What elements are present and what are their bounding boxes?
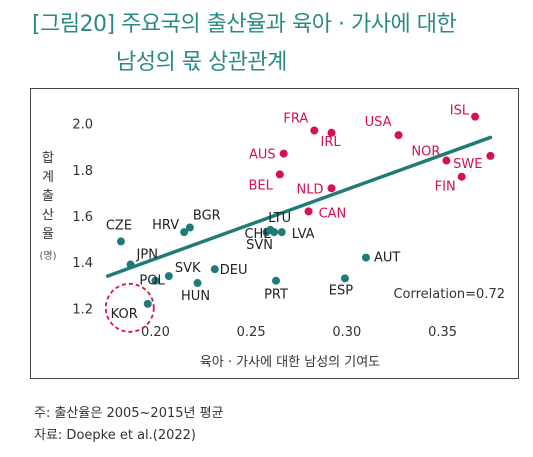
chart-frame [30,88,519,379]
point-jpn [126,260,135,269]
point-usa [394,131,403,140]
point-label-prt: PRT [264,288,288,303]
point-fra [310,126,319,135]
point-pol [151,276,160,285]
point-can [304,207,313,216]
point-label-deu: DEU [220,263,248,278]
x-tick-label: 0.25 [237,325,266,340]
figure-title-line2: 남성의 몫 상관관계 [116,50,287,75]
point-label-fin: FIN [435,180,456,195]
point-nld [327,184,336,193]
y-axis-label-char: 계 [42,170,54,185]
point-label-pol: POL [139,274,165,289]
point-label-ltu: LTU [268,211,291,226]
point-nor [442,156,451,165]
point-irl [327,128,336,137]
trend-line [105,135,493,278]
point-label-lva: LVA [292,227,315,242]
point-fin [457,172,466,181]
point-lva [277,228,286,237]
point-label-bel: BEL [248,178,273,193]
point-label-can: CAN [319,206,347,221]
point-hun [193,279,202,288]
point-bel [275,170,284,179]
point-svk [164,272,173,281]
point-label-hun: HUN [181,289,210,304]
point-aus [279,149,288,158]
point-label-svk: SVK [175,261,201,276]
x-axis-label: 육아 · 가사에 대한 남성의 기여도 [200,355,380,370]
correlation-annotation: Correlation=0.72 [393,287,505,302]
y-axis-label-char: 합 [42,151,54,166]
figure-title-line1: [그림20] 주요국의 출산율과 육아 · 가사에 대한 [32,12,457,37]
point-bgr [185,223,194,232]
point-label-esp: ESP [329,283,353,298]
point-label-nor: NOR [411,145,440,160]
point-label-kor: KOR [111,307,138,322]
point-isl [471,112,480,121]
point-cze [116,237,125,246]
point-aut [362,253,370,262]
point-label-svn: SVN [246,238,273,253]
point-hrv [180,228,189,237]
point-label-nld: NLD [297,182,324,197]
footnote: 주: 출산율은 2005~2015년 평균 [34,406,224,421]
point-svn [270,228,279,237]
point-label-swe: SWE [453,157,482,172]
y-axis-label-char: 율 [42,227,54,242]
point-swe [486,151,495,160]
point-label-isl: ISL [450,104,470,119]
x-tick-label: 0.35 [428,325,457,340]
point-esp [340,274,349,283]
point-label-usa: USA [365,115,392,130]
point-kor [143,299,152,308]
point-label-cze: CZE [106,218,132,233]
point-label-jpn: JPN [136,248,158,263]
y-axis-unit: (명) [39,250,56,262]
point-prt [272,276,281,285]
y-axis-label-char: 출 [42,189,54,204]
y-axis-label-char: 산 [42,208,54,223]
point-label-fra: FRA [283,111,308,126]
x-tick-label: 0.20 [141,325,170,340]
y-tick-label: 1.6 [72,210,93,225]
y-tick-label: 2.0 [72,118,93,133]
point-label-aut: AUT [374,251,400,266]
point-label-hrv: HRV [152,218,179,233]
point-label-bgr: BGR [193,209,221,224]
source-note: 자료: Doepke et al.(2022) [34,428,197,443]
point-deu [210,265,219,274]
point-label-irl: IRL [321,135,342,150]
highlight-circle [104,282,155,333]
x-tick-label: 0.30 [332,325,361,340]
point-label-che: CHE [244,227,271,242]
y-tick-label: 1.4 [72,256,93,271]
y-tick-label: 1.2 [72,302,93,317]
point-label-aus: AUS [249,148,276,163]
y-tick-label: 1.8 [72,164,93,179]
